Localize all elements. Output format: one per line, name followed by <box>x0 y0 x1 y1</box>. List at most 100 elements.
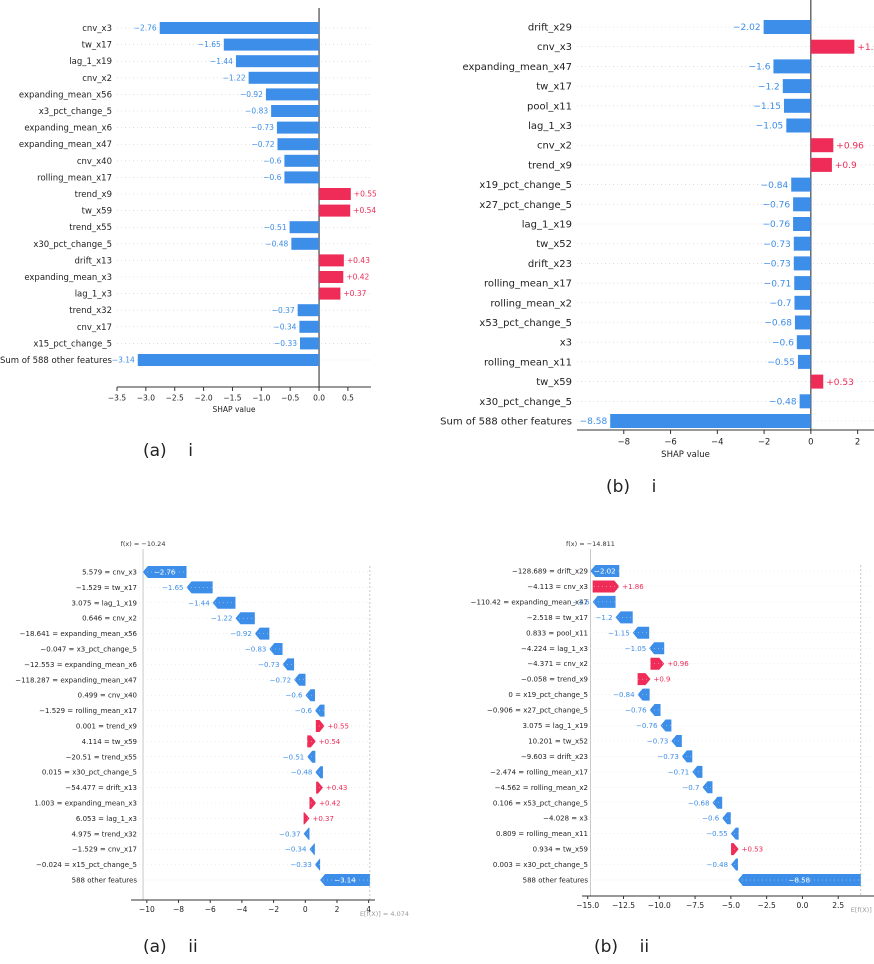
x-tick-label: −7.5 <box>686 901 704 910</box>
x-tick-label: −15.0 <box>576 901 599 910</box>
feature-label: 4.975 = trend_x32 <box>71 830 137 838</box>
feature-label: 0.003 = x30_pct_change_5 <box>493 861 588 869</box>
value-label: −0.76 <box>625 707 647 715</box>
panel-b-i-bar-chart: drift_x29 −2.02 cnv_x3 +1.8 expanding_mean_x… <box>440 0 874 460</box>
bar-17 <box>319 288 340 300</box>
x-axis-title: SHAP value <box>213 405 256 414</box>
bar-8 <box>277 138 319 150</box>
bar-4 <box>249 72 319 84</box>
feature-label: −12.553 = expanding_mean_x6 <box>24 661 137 669</box>
bar-2 <box>224 39 319 51</box>
bar-9 <box>791 178 811 192</box>
feature-label: 0.646 = cnv_x2 <box>82 615 137 623</box>
value-label: −0.73 <box>763 240 791 250</box>
value-label: −0.55 <box>706 830 727 838</box>
value-label: −0.6 <box>772 338 794 348</box>
value-label: −0.7 <box>682 784 699 792</box>
value-label: −0.6 <box>263 173 281 182</box>
value-label: −0.6 <box>702 815 720 823</box>
bar-20 <box>800 394 811 408</box>
x-tick-label: −2.0 <box>194 394 212 403</box>
category-label: x30_pct_change_5 <box>33 240 112 250</box>
bar-9 <box>284 155 319 167</box>
feature-label: −2.474 = rolling_mean_x17 <box>490 768 588 776</box>
value-label: +0.9 <box>835 161 857 171</box>
category-label: expanding_mean_x56 <box>19 90 112 100</box>
waterfall-arrow-19 <box>309 843 314 855</box>
x-tick-label: −8 <box>618 438 631 448</box>
x-tick-label: −8 <box>173 905 184 914</box>
value-label: −0.84 <box>761 181 789 191</box>
x-tick-label: 0.5 <box>342 394 354 403</box>
feature-label: 0.001 = trend_x9 <box>76 723 137 731</box>
category-label: trend_x9 <box>528 160 572 171</box>
value-label: −0.6 <box>263 156 281 165</box>
category-label: expanding_mean_x47 <box>462 62 572 73</box>
value-label: +0.55 <box>328 723 349 731</box>
category-label: x53_pct_change_5 <box>479 318 572 329</box>
category-label: lag_1_x3 <box>528 121 572 132</box>
feature-label: 588 other features <box>523 877 589 885</box>
bar-19 <box>811 375 823 389</box>
value-label: −0.83 <box>245 107 268 116</box>
category-label: tw_x59 <box>82 207 112 217</box>
fx-label: f(x) = −10.24 <box>121 540 166 548</box>
bar-4 <box>783 79 811 93</box>
x-tick-label: −3.5 <box>108 394 126 403</box>
x-tick-label: −1.5 <box>223 394 241 403</box>
value-label: −0.73 <box>251 123 274 132</box>
feature-label: −4.562 = rolling_mean_x2 <box>495 784 588 792</box>
feature-label: −4.028 = x3 <box>543 815 588 823</box>
value-label: −1.15 <box>753 102 781 112</box>
category-label: drift_x23 <box>528 259 572 270</box>
value-label: −2.76 <box>134 24 157 33</box>
feature-label: 1.003 = expanding_mean_x3 <box>34 800 137 808</box>
bar-13 <box>290 221 319 233</box>
category-label: Sum of 588 other features <box>0 356 113 366</box>
value-label: −0.73 <box>657 753 678 761</box>
value-label: −0.7 <box>770 299 792 309</box>
value-label: −0.48 <box>291 769 312 777</box>
x-tick-label: −6 <box>664 438 677 448</box>
category-label: tw_x17 <box>536 82 572 93</box>
bar-7 <box>811 138 833 152</box>
value-label: −0.33 <box>274 339 297 348</box>
value-label: −0.51 <box>264 223 287 232</box>
value-label: −2.76 <box>154 569 176 577</box>
bar-10 <box>284 171 319 183</box>
category-label: x3 <box>560 338 572 349</box>
feature-label: 0.934 = tw_x59 <box>533 846 588 854</box>
x-tick-label: 2 <box>855 438 860 448</box>
bar-6 <box>786 119 811 133</box>
value-label: −0.73 <box>258 661 279 669</box>
bar-18 <box>798 355 811 369</box>
bar-2 <box>811 40 854 54</box>
feature-label: 3.075 = lag_1_x19 <box>71 599 137 607</box>
feature-label: 588 other features <box>72 877 138 885</box>
waterfall-arrow-9 <box>638 689 650 701</box>
waterfall-arrow-12 <box>671 735 681 747</box>
panel-b-ii-waterfall-chart: f(x) = −14.811E[f(X)] = 4.074−128.689 = … <box>471 540 874 914</box>
x-tick-label: 0 <box>808 438 813 448</box>
bar-10 <box>793 197 811 211</box>
x-tick-label: −2.5 <box>166 394 184 403</box>
bar-13 <box>794 256 811 270</box>
panel-a-i-bar-chart: cnv_x3 −2.76 tw_x17 −1.65 lag_1_x19 −1.44 cnv_… <box>0 8 377 414</box>
x-tick-label: −6 <box>205 905 216 914</box>
bar-11 <box>793 217 811 231</box>
caption-a-i: (a) i <box>143 441 193 461</box>
value-label: −8.58 <box>789 877 810 885</box>
bar-21 <box>610 414 811 428</box>
x-tick-label: −0.5 <box>281 394 299 403</box>
value-label: −2.02 <box>733 23 761 33</box>
bar-3 <box>773 59 810 73</box>
feature-label: −20.51 = trend_x55 <box>66 753 137 761</box>
value-label: −0.72 <box>270 676 291 684</box>
waterfall-arrow-8 <box>638 673 651 685</box>
value-label: −0.76 <box>762 200 790 210</box>
value-label: −0.73 <box>647 737 668 745</box>
bar-14 <box>794 276 811 290</box>
feature-label: −4.371 = cnv_x2 <box>527 660 588 668</box>
value-label: −0.92 <box>230 630 251 638</box>
feature-label: −118.287 = expanding_mean_x47 <box>15 676 137 684</box>
